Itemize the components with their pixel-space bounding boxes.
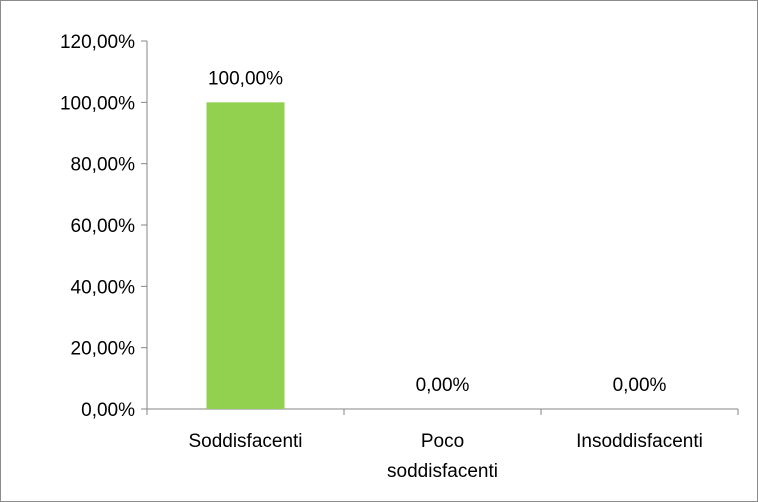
x-category-label: Insoddisfacenti	[576, 431, 703, 452]
x-category-label-line: Soddisfacenti	[188, 431, 302, 452]
y-tick-label: 60,00%	[71, 216, 136, 237]
x-category-label-line: Insoddisfacenti	[576, 431, 703, 452]
x-axis: Soddisfacenti Poco soddisfacenti Insoddisfa…	[146, 408, 739, 482]
y-tick-label: 80,00%	[71, 155, 136, 176]
x-category-label: Poco soddisfacenti	[387, 431, 498, 482]
bar-data-label: 0,00%	[416, 375, 470, 396]
x-category-label-line: soddisfacenti	[387, 461, 498, 482]
x-category-label-line: Poco	[421, 431, 464, 452]
bar-data-label: 0,00%	[613, 375, 667, 396]
bar-data-label: 100,00%	[208, 68, 283, 89]
y-tick-label: 20,00%	[71, 339, 136, 360]
bar	[206, 102, 285, 409]
data-labels: 100,00% 0,00% 0,00%	[208, 68, 667, 396]
x-category-label: Soddisfacenti	[188, 431, 302, 452]
y-tick-label: 120,00%	[60, 32, 135, 53]
y-axis: 0,00% 20,00% 40,00% 60,00% 80,00% 100,00% 120,…	[60, 32, 148, 421]
bar-series	[206, 102, 285, 409]
y-tick-label: 100,00%	[60, 93, 135, 114]
y-tick-label: 40,00%	[71, 277, 136, 298]
y-tick-label: 0,00%	[81, 400, 135, 421]
